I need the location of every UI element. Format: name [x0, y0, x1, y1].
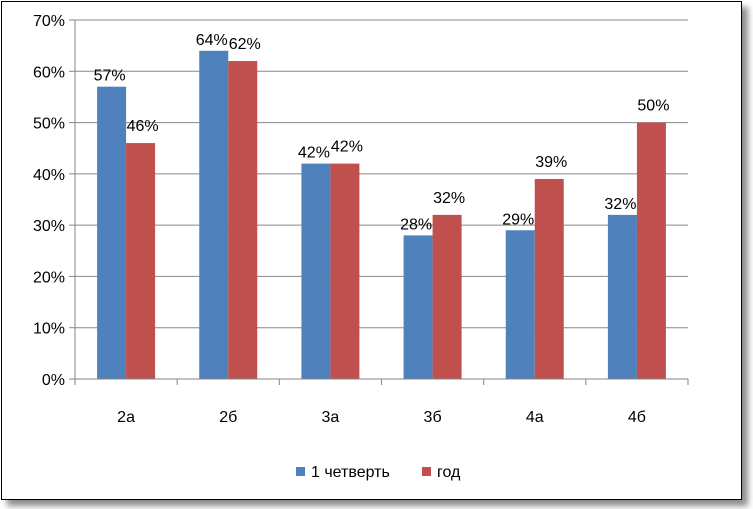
bar-series1	[97, 86, 127, 380]
data-label: 32%	[433, 190, 465, 207]
gridlines	[75, 19, 688, 329]
legend: 1 четверть год	[296, 464, 461, 481]
y-tick-label: 0%	[42, 372, 65, 389]
data-label: 28%	[400, 216, 432, 233]
y-tick-label: 40%	[33, 167, 65, 184]
data-label: 39%	[535, 154, 567, 171]
y-tick-label: 50%	[33, 116, 65, 133]
data-label: 42%	[298, 145, 330, 162]
bar-series1	[505, 230, 535, 379]
data-label: 64%	[196, 32, 228, 49]
bar-series2	[534, 178, 564, 379]
bar-series2	[432, 214, 462, 379]
x-tick-label: 2б	[219, 409, 237, 426]
data-label: 32%	[604, 196, 636, 213]
x-tick-label: 3а	[322, 409, 340, 426]
axes: 0% 10% 20% 30% 40% 50% 60% 70% 2а 2б 3а 3б 4а 4б	[33, 13, 689, 426]
x-tick-label: 3б	[424, 409, 442, 426]
bar-series1	[403, 235, 433, 379]
y-tick-label: 30%	[33, 218, 65, 235]
legend-swatch	[296, 467, 305, 476]
bars	[97, 50, 666, 380]
bar-series2	[126, 143, 156, 379]
bar-series1	[607, 214, 637, 379]
y-tick-label: 20%	[33, 269, 65, 286]
data-label: 42%	[331, 139, 363, 156]
legend-swatch	[422, 467, 431, 476]
data-label: 29%	[502, 211, 534, 228]
data-label: 57%	[94, 68, 126, 85]
bar-series1	[199, 50, 229, 380]
y-tick-label: 70%	[33, 13, 65, 30]
x-tick-label: 4а	[526, 409, 544, 426]
bar-series2	[636, 122, 666, 380]
legend-label: 1 четверть	[311, 464, 390, 481]
y-tick-label: 60%	[33, 64, 65, 81]
data-label: 46%	[127, 118, 159, 135]
data-label: 62%	[229, 36, 261, 53]
bar-series2	[330, 163, 360, 379]
x-tick-label: 4б	[628, 409, 646, 426]
bar-series1	[301, 163, 331, 379]
y-tick-label: 10%	[33, 321, 65, 338]
bar-series2	[228, 61, 258, 380]
data-label: 50%	[637, 98, 669, 115]
x-tick-label: 2а	[117, 409, 135, 426]
legend-label: год	[437, 464, 461, 481]
data-labels: 57% 64% 42% 28% 29% 32% 46% 62% 42% 32% 39% 50%	[94, 32, 670, 234]
